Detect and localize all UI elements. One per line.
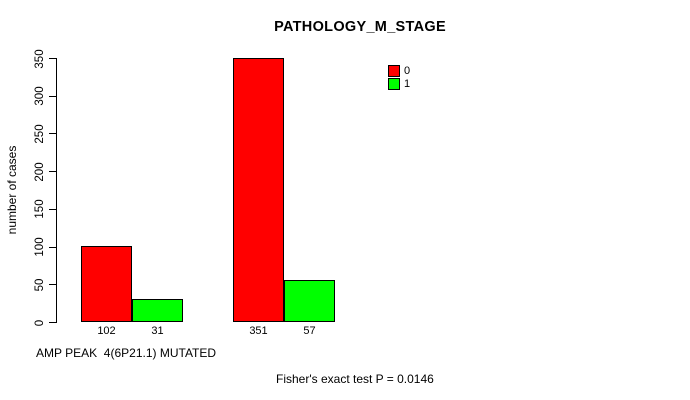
y-tick-mark (49, 284, 56, 286)
y-tick-mark (49, 171, 56, 173)
x-axis-label: AMP PEAK 4(6P21.1) MUTATED (36, 346, 217, 360)
y-tick-label: 300 (34, 86, 46, 106)
chart-title: PATHOLOGY_M_STAGE (274, 19, 446, 35)
bar-series-0-group-2 (233, 57, 284, 323)
y-tick-label: 250 (34, 124, 46, 144)
legend-row: 0 (388, 65, 410, 77)
stat-annotation: Fisher's exact test P = 0.0146 (276, 372, 434, 386)
legend-label: 0 (404, 65, 411, 77)
y-tick-label: 50 (34, 278, 46, 292)
y-axis-line (56, 58, 57, 323)
y-tick-label: 350 (34, 48, 46, 69)
bar-value-label: 31 (151, 325, 164, 337)
y-tick-label: 200 (34, 162, 46, 182)
y-tick-mark (49, 58, 56, 59)
bar-value-label: 57 (303, 325, 316, 337)
y-tick-mark (49, 246, 56, 248)
legend-label: 1 (404, 78, 411, 90)
legend-swatch-0 (388, 65, 400, 77)
y-tick-label: 0 (34, 319, 46, 326)
bar-value-label: 102 (97, 325, 116, 337)
bar-series-1-group-2 (284, 279, 335, 323)
legend-row: 1 (388, 78, 410, 90)
bar-value-label: 351 (249, 325, 268, 337)
y-tick-label: 100 (34, 237, 46, 257)
y-tick-mark (49, 133, 56, 135)
y-tick-mark (49, 322, 56, 323)
y-tick-label: 150 (34, 199, 46, 219)
legend-swatch-1 (388, 78, 400, 90)
y-tick-mark (49, 95, 56, 97)
bar-series-1-group-1 (132, 299, 183, 323)
bar-series-0-group-1 (81, 245, 132, 323)
y-tick-mark (49, 208, 56, 210)
y-axis-label: number of cases (5, 145, 19, 235)
